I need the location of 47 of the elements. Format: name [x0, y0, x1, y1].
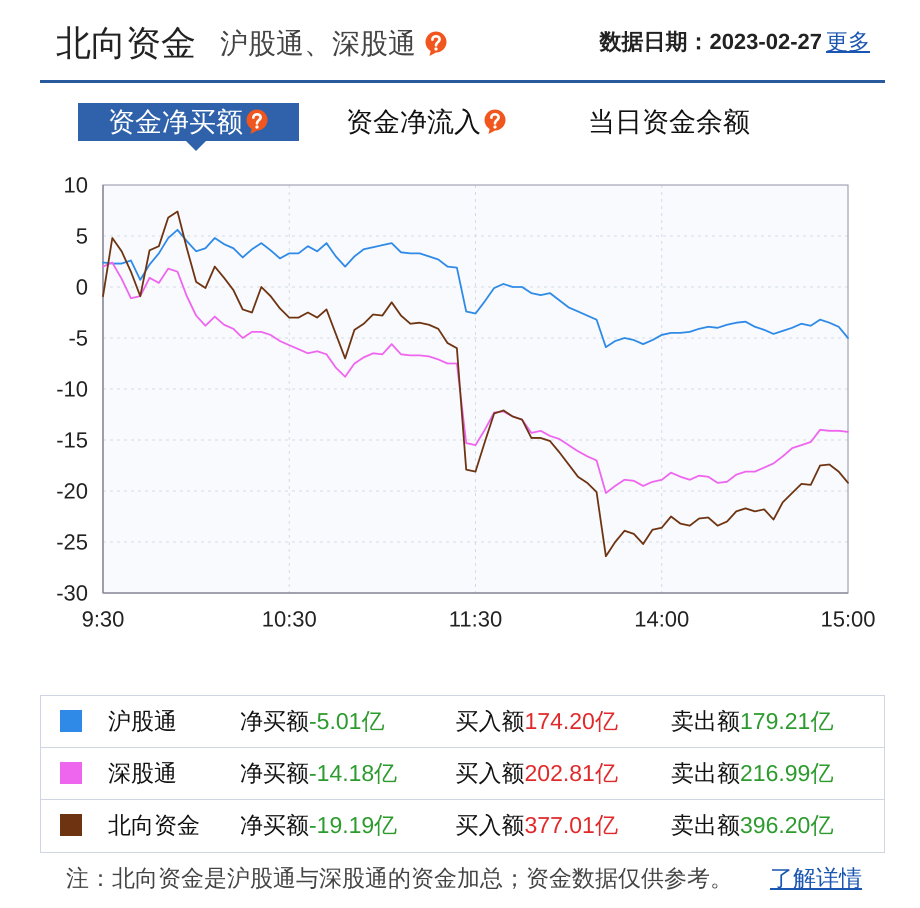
x-tick-label: 11:30: [448, 606, 502, 632]
line-series: [102, 210, 849, 558]
text: 资金净流入: [346, 106, 481, 139]
y-tick-label: -30: [56, 580, 88, 606]
text: 更多: [826, 28, 870, 56]
data-label: 216.99亿: [740, 758, 834, 788]
y-tick-label: 0: [76, 274, 88, 300]
data-label: -14.18亿: [309, 758, 398, 788]
legend-label: 北向资金: [108, 810, 200, 840]
chart-subtitle: 沪股通、深股通: [220, 27, 416, 61]
category-label: 净买额: [240, 706, 309, 736]
category-label: 买入额: [456, 706, 524, 736]
y-tick-label: -20: [56, 478, 88, 504]
text: 了解详情: [770, 864, 862, 892]
category-label: 净买额: [240, 760, 309, 786]
text: 数据日期：2023-02-27: [599, 28, 822, 56]
legend-label: 深股通: [108, 758, 177, 788]
x-tick-label: 9:30: [82, 606, 124, 632]
data-label: -5.01亿: [309, 706, 384, 736]
y-tick-label: 5: [76, 224, 88, 248]
line-series: [102, 228, 849, 348]
selected-tab: 资金净买额: [78, 103, 299, 141]
text: 注：北向资金是沪股通与深股通的资金加总；资金数据仅供参考。: [66, 864, 733, 892]
category-label: 卖出额: [671, 812, 740, 838]
category-label: 买入额: [456, 760, 524, 786]
legend-label: 沪股通: [108, 706, 177, 736]
y-tick-label: -10: [56, 376, 88, 402]
x-tick-label: 10:30: [262, 606, 317, 632]
y-tick-label: -5: [68, 326, 88, 350]
text: 当日资金余额: [588, 106, 750, 139]
category-label: 卖出额: [671, 760, 740, 786]
data-label: 396.20亿: [740, 810, 834, 840]
chart-title: 北向资金: [56, 22, 196, 64]
data-label: 377.01亿: [524, 810, 618, 840]
y-tick-label: 10: [64, 172, 88, 198]
x-tick-label: 14:00: [634, 606, 690, 632]
category-label: 净买额: [240, 812, 309, 838]
category-label: 卖出额: [671, 706, 740, 736]
data-label: 202.81亿: [524, 758, 618, 788]
data-label: 174.20亿: [524, 706, 618, 736]
line-series: [102, 262, 849, 494]
y-tick-label: -25: [56, 530, 88, 554]
x-tick-label: 15:00: [820, 606, 876, 632]
y-tick-label: -15: [56, 428, 88, 452]
data-label: -19.19亿: [309, 810, 398, 840]
data-label: 179.21亿: [740, 706, 834, 736]
category-label: 买入额: [456, 812, 524, 838]
